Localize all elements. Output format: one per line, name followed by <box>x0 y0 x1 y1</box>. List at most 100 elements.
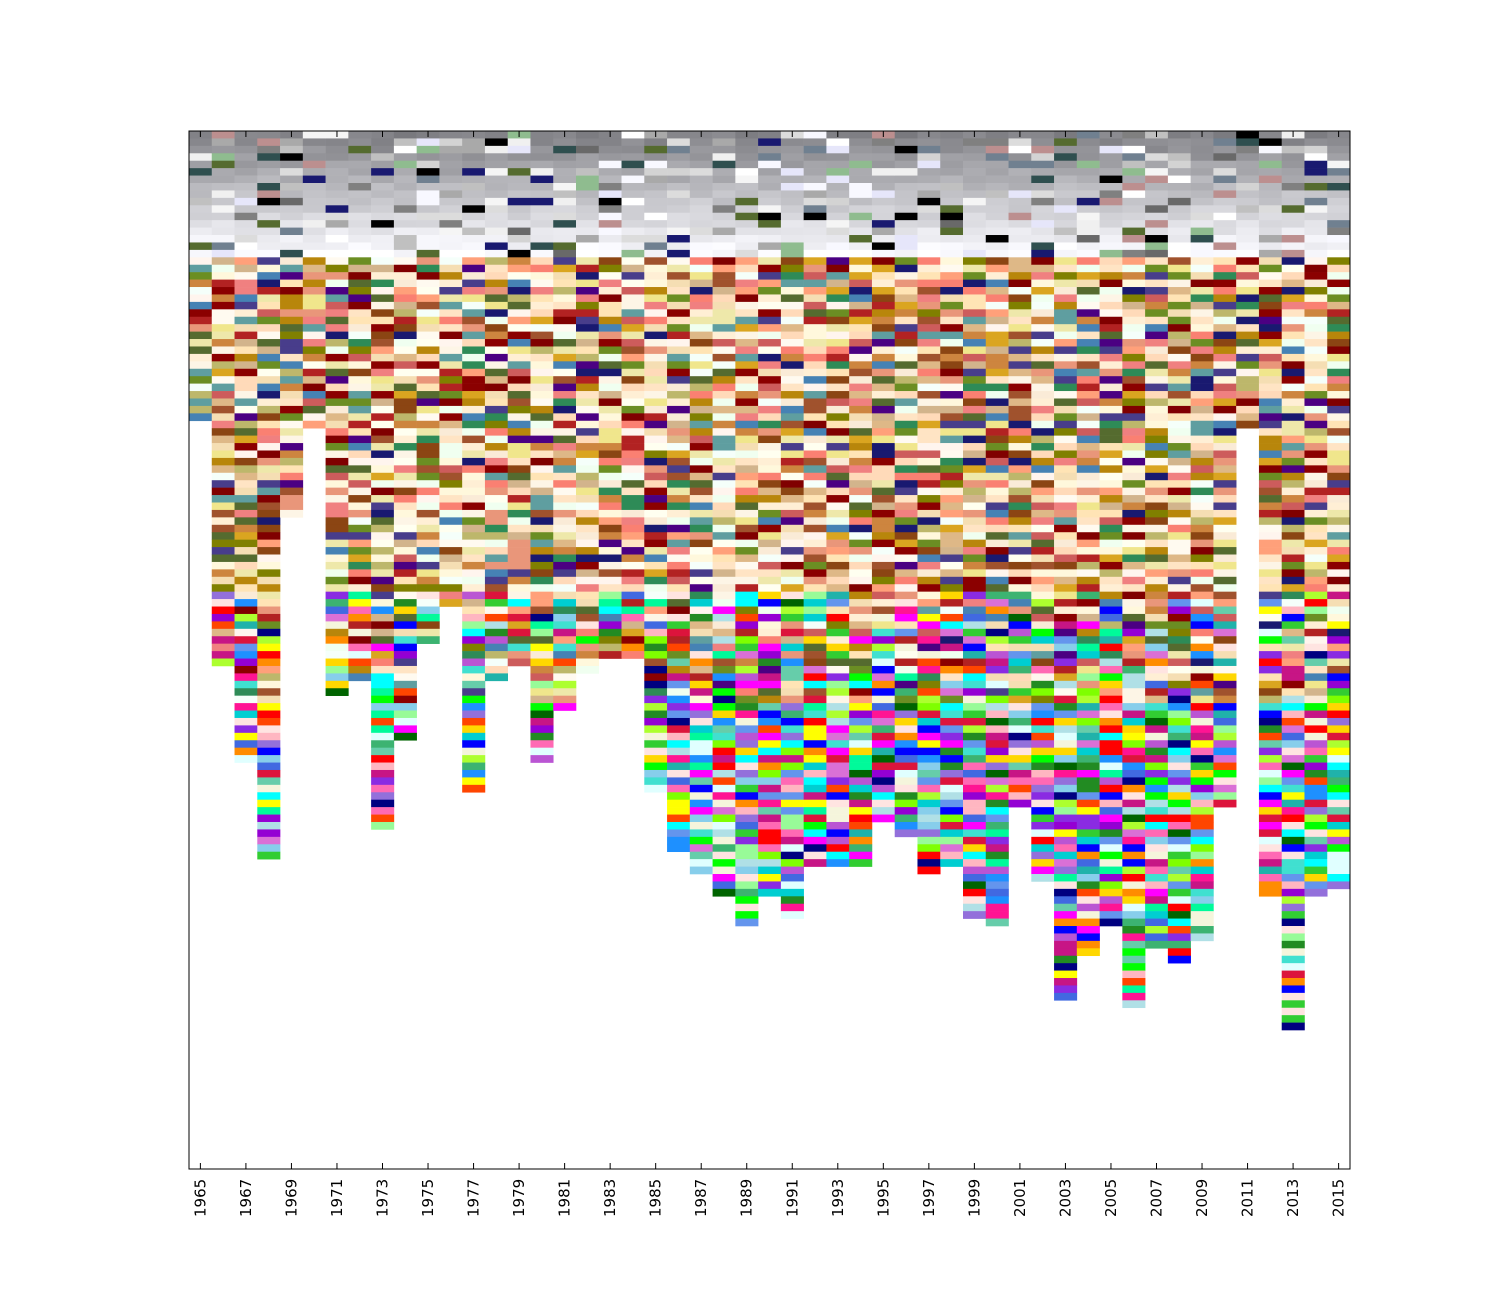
heatmap-cell-1974 <box>393 717 417 726</box>
x-tick-label: 2009 <box>1193 1179 1211 1217</box>
heatmap-cell-1985 <box>644 346 668 355</box>
heatmap-cell-2000 <box>985 532 1009 540</box>
heatmap-cell-1967 <box>234 606 258 615</box>
heatmap-cell-1971 <box>325 532 349 540</box>
heatmap-cell-1993 <box>826 227 850 236</box>
heatmap-cell-2003 <box>1054 717 1078 726</box>
heatmap-cell-1987 <box>689 539 713 548</box>
heatmap-cell-2003 <box>1054 331 1078 340</box>
heatmap-cell-1967 <box>234 391 258 399</box>
heatmap-cell-2001 <box>1008 331 1032 340</box>
heatmap-cell-2006 <box>1122 888 1146 897</box>
heatmap-cell-2006 <box>1122 331 1146 340</box>
x-tick-label: 1967 <box>237 1179 255 1217</box>
heatmap-cell-2001 <box>1008 636 1032 644</box>
heatmap-cell-2009 <box>1190 495 1214 503</box>
heatmap-cell-1993 <box>826 628 850 637</box>
heatmap-cell-1977 <box>462 606 486 615</box>
heatmap-cell-1991 <box>780 301 804 310</box>
heatmap-cell-2013 <box>1281 844 1305 853</box>
heatmap-cell-1966 <box>211 487 235 496</box>
heatmap-cell-1978 <box>484 398 508 407</box>
heatmap-cell-2005 <box>1099 339 1123 347</box>
heatmap-cell-2013 <box>1281 502 1305 511</box>
heatmap-cell-2007 <box>1145 561 1169 570</box>
heatmap-cell-2015 <box>1327 502 1351 511</box>
heatmap-cell-1995 <box>871 324 895 332</box>
heatmap-cell-1999 <box>963 316 987 325</box>
heatmap-cell-1974 <box>393 212 417 221</box>
heatmap-cell-1988 <box>712 755 736 763</box>
heatmap-cell-1995 <box>871 391 895 399</box>
heatmap-cell-2004 <box>1076 279 1100 288</box>
heatmap-cell-2015 <box>1327 777 1351 786</box>
heatmap-cell-1999 <box>963 220 987 228</box>
heatmap-cell-2002 <box>1031 331 1055 340</box>
heatmap-cell-1967 <box>234 643 258 652</box>
heatmap-cell-2013 <box>1281 769 1305 778</box>
heatmap-cell-2015 <box>1327 495 1351 503</box>
heatmap-cell-2002 <box>1031 740 1055 748</box>
heatmap-cell-1985 <box>644 168 668 176</box>
heatmap-cell-2009 <box>1190 680 1214 689</box>
heatmap-cell-2010 <box>1213 636 1237 644</box>
heatmap-cell-2014 <box>1304 792 1328 800</box>
heatmap-cell-2004 <box>1076 821 1100 830</box>
heatmap-cell-2015 <box>1327 628 1351 637</box>
heatmap-cell-1990 <box>758 792 782 800</box>
heatmap-cell-1968 <box>257 502 281 511</box>
heatmap-cell-2000 <box>985 710 1009 719</box>
heatmap-cell-1988 <box>712 613 736 622</box>
heatmap-cell-2002 <box>1031 695 1055 704</box>
heatmap-cell-2015 <box>1327 807 1351 815</box>
heatmap-cell-1995 <box>871 487 895 496</box>
heatmap-cell-2009 <box>1190 272 1214 280</box>
heatmap-cell-2007 <box>1145 881 1169 890</box>
heatmap-cell-1996 <box>894 762 918 771</box>
heatmap-cell-2015 <box>1327 584 1351 592</box>
heatmap-cell-2008 <box>1167 606 1191 615</box>
heatmap-cell-1997 <box>917 457 941 466</box>
heatmap-cell-1967 <box>234 591 258 600</box>
heatmap-cell-1981 <box>553 205 577 214</box>
heatmap-cell-2001 <box>1008 450 1032 459</box>
heatmap-cell-1976 <box>439 450 463 459</box>
heatmap-cell-1987 <box>689 799 713 808</box>
heatmap-cell-1973 <box>371 576 395 585</box>
heatmap-cell-1968 <box>257 509 281 518</box>
heatmap-cell-1970 <box>302 339 326 347</box>
heatmap-cell-1978 <box>484 643 508 652</box>
heatmap-cell-1966 <box>211 190 235 199</box>
heatmap-cell-2002 <box>1031 710 1055 719</box>
heatmap-cell-2008 <box>1167 465 1191 474</box>
heatmap-cell-1968 <box>257 807 281 815</box>
heatmap-cell-1968 <box>257 576 281 585</box>
heatmap-cell-1992 <box>803 532 827 540</box>
heatmap-cell-1978 <box>484 524 508 533</box>
heatmap-cell-1983 <box>598 361 622 370</box>
heatmap-cell-1968 <box>257 235 281 243</box>
heatmap-cell-1992 <box>803 561 827 570</box>
heatmap-cell-1991 <box>780 784 804 793</box>
heatmap-cell-1991 <box>780 807 804 815</box>
heatmap-cell-1968 <box>257 703 281 711</box>
heatmap-cell-1978 <box>484 413 508 422</box>
heatmap-cell-1974 <box>393 636 417 644</box>
heatmap-cell-2002 <box>1031 829 1055 838</box>
heatmap-cell-2000 <box>985 316 1009 325</box>
heatmap-cell-1985 <box>644 353 668 362</box>
heatmap-cell-2000 <box>985 747 1009 756</box>
heatmap-cell-1996 <box>894 732 918 741</box>
heatmap-cell-2003 <box>1054 992 1078 1001</box>
heatmap-cell-1988 <box>712 153 736 162</box>
heatmap-cell-1983 <box>598 532 622 540</box>
heatmap-cell-1968 <box>257 435 281 444</box>
heatmap-cell-2010 <box>1213 131 1237 139</box>
heatmap-cell-2013 <box>1281 331 1305 340</box>
heatmap-cell-1998 <box>940 703 964 711</box>
heatmap-cell-2013 <box>1281 472 1305 481</box>
heatmap-cell-2012 <box>1258 205 1282 214</box>
heatmap-cell-1993 <box>826 747 850 756</box>
heatmap-cell-1994 <box>849 599 873 607</box>
